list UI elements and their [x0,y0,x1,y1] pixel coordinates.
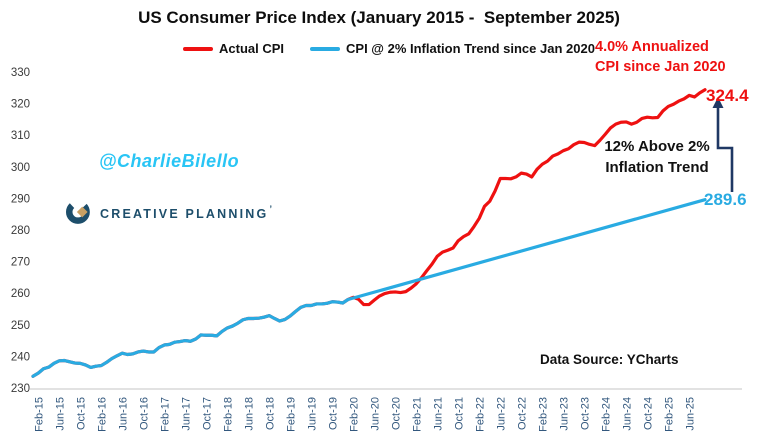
svg-text:Oct-20: Oct-20 [390,397,402,430]
legend-item-actual-cpi: Actual CPI [183,41,284,56]
svg-text:Jun-20: Jun-20 [369,397,381,431]
creative-planning-wordmark: CREATIVE PLANNING’ [100,203,275,221]
annualized-cpi-annotation: 4.0% Annualized CPI since Jan 2020 [595,37,726,77]
svg-text:Oct-17: Oct-17 [201,397,213,430]
data-source-note: Data Source: YCharts [540,352,679,367]
svg-text:Feb-25: Feb-25 [663,397,675,432]
svg-text:Jun-18: Jun-18 [243,397,255,431]
svg-text:Feb-16: Feb-16 [96,397,108,432]
legend-label-trend: CPI @ 2% Inflation Trend since Jan 2020 [346,41,595,56]
actual-cpi-swatch-icon [183,46,213,51]
svg-text:290: 290 [11,193,30,205]
svg-text:240: 240 [11,351,30,363]
svg-text:Jun-19: Jun-19 [306,397,318,431]
above-trend-line1: 12% Above 2% [604,138,710,155]
svg-text:Jun-23: Jun-23 [558,397,570,431]
svg-text:Oct-24: Oct-24 [642,397,654,430]
creative-planning-logo-icon [66,200,90,224]
svg-text:Feb-21: Feb-21 [411,397,423,432]
chart-title: US Consumer Price Index (January 2015 - … [138,8,620,27]
watermark-charliebilello: @CharlieBilello [99,151,240,171]
legend-item-trend: CPI @ 2% Inflation Trend since Jan 2020 [310,41,595,56]
svg-text:Feb-23: Feb-23 [537,397,549,432]
svg-text:270: 270 [11,257,30,269]
svg-text:330: 330 [11,67,30,79]
svg-text:Feb-15: Feb-15 [33,397,45,432]
legend-label-actual-cpi: Actual CPI [219,41,285,56]
creative-planning-logo: CREATIVE PLANNING’ [66,199,274,225]
trend-swatch-icon [310,46,341,51]
svg-text:310: 310 [11,130,30,142]
svg-text:Oct-22: Oct-22 [516,397,528,430]
svg-text:Jun-16: Jun-16 [117,397,129,431]
svg-text:Feb-18: Feb-18 [222,397,234,432]
gap-arrow-icon [712,97,734,192]
actual-cpi-line [31,88,707,378]
svg-text:Feb-24: Feb-24 [600,397,612,432]
svg-text:Oct-15: Oct-15 [75,397,87,430]
annualized-line2: CPI since Jan 2020 [595,59,726,75]
svg-text:Jun-25: Jun-25 [684,397,696,431]
svg-text:250: 250 [11,320,30,332]
svg-text:Oct-16: Oct-16 [138,397,150,430]
above-trend-annotation: 12% Above 2% Inflation Trend [598,136,716,178]
svg-text:Jun-24: Jun-24 [621,397,633,431]
x-axis-tick-labels: Feb-15 Jun-15 Oct-15 Feb-16 Jun-16 Oct-16 Feb-… [33,397,696,432]
svg-text:Oct-21: Oct-21 [453,397,465,430]
svg-text:Oct-19: Oct-19 [327,397,339,430]
svg-text:Feb-20: Feb-20 [348,397,360,432]
svg-text:260: 260 [11,288,30,300]
svg-text:Jun-15: Jun-15 [54,397,66,431]
svg-text:Feb-19: Feb-19 [285,397,297,432]
svg-text:Jun-17: Jun-17 [180,397,192,431]
svg-text:320: 320 [11,99,30,111]
trend-end-value: 289.6 [704,190,747,209]
trademark-tick: ’ [269,203,275,214]
svg-text:Feb-22: Feb-22 [474,397,486,432]
svg-text:Feb-17: Feb-17 [159,397,171,432]
above-trend-line2: Inflation Trend [605,159,709,176]
svg-text:Oct-18: Oct-18 [264,397,276,430]
svg-text:Jun-22: Jun-22 [495,397,507,431]
annualized-line1: 4.0% Annualized [595,39,709,55]
svg-text:230: 230 [11,383,30,395]
svg-text:Jun-21: Jun-21 [432,397,444,431]
y-axis-tick-labels: 230 240 250 260 270 280 290 300 310 320 330 [11,67,30,395]
actual-cpi-end-value: 324.4 [706,86,749,105]
svg-text:Oct-23: Oct-23 [579,397,591,430]
svg-text:280: 280 [11,225,30,237]
chart-legend: Actual CPI CPI @ 2% Inflation Trend sinc… [183,41,595,56]
svg-text:300: 300 [11,162,30,174]
inflation-trend-line [31,198,707,378]
